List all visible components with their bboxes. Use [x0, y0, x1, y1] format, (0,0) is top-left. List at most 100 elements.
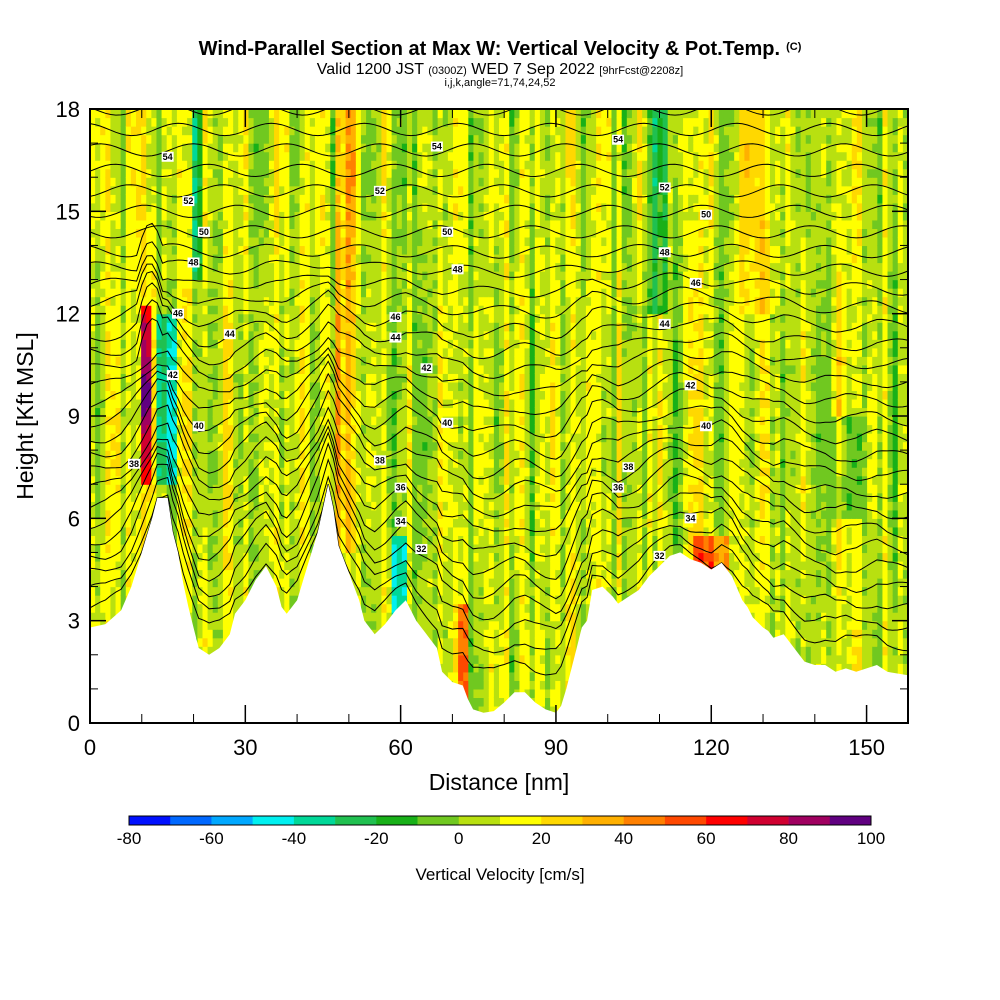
- field-cell: [222, 160, 229, 170]
- field-cell: [366, 271, 372, 281]
- field-cell: [228, 398, 234, 409]
- field-cell: [130, 364, 137, 374]
- field-cell: [136, 160, 142, 170]
- field-cell: [309, 330, 316, 340]
- field-cell: [427, 526, 434, 536]
- field-cell: [202, 501, 209, 511]
- field-cell: [146, 160, 152, 170]
- field-cell: [182, 160, 188, 170]
- field-cell: [355, 484, 362, 494]
- field-cell: [192, 305, 198, 315]
- field-cell: [371, 194, 377, 204]
- field-cell: [268, 117, 275, 127]
- field-cell: [381, 484, 388, 494]
- field-cell: [279, 433, 285, 443]
- field-cell: [381, 407, 388, 417]
- field-cell: [381, 381, 388, 392]
- field-cell: [309, 450, 316, 460]
- field-cell: [233, 535, 239, 545]
- field-cell: [355, 279, 362, 289]
- field-cell: [314, 347, 321, 357]
- field-cell: [243, 117, 250, 127]
- field-cell: [386, 330, 393, 340]
- field-cell: [294, 518, 301, 528]
- field-cell: [366, 578, 372, 588]
- field-cell: [432, 373, 439, 383]
- field-cell: [320, 424, 326, 434]
- field-cell: [243, 416, 250, 426]
- field-cell: [187, 407, 193, 417]
- field-cell: [381, 603, 388, 613]
- field-cell: [243, 305, 250, 315]
- field-cell: [110, 305, 117, 315]
- field-cell: [176, 151, 183, 161]
- field-cell: [100, 501, 106, 511]
- field-cell: [151, 492, 158, 502]
- field-cell: [279, 330, 285, 340]
- field-cell: [340, 126, 347, 136]
- field-cell: [202, 637, 209, 647]
- field-cell: [166, 313, 173, 323]
- field-cell: [105, 441, 112, 451]
- field-cell: [437, 262, 444, 272]
- field-cell: [90, 347, 96, 357]
- field-cell: [110, 595, 117, 605]
- field-cell: [233, 143, 239, 153]
- field-cell: [417, 560, 423, 571]
- copyright-mark: (C): [786, 41, 802, 53]
- field-cell: [335, 202, 342, 212]
- field-cell: [105, 595, 112, 605]
- field-cell: [406, 569, 413, 579]
- field-cell: [330, 245, 336, 255]
- field-cell: [396, 177, 403, 187]
- field-cell: [125, 475, 132, 485]
- field-cell: [171, 475, 178, 485]
- field-cell: [263, 492, 270, 502]
- field-cell: [130, 168, 137, 178]
- field-cell: [136, 381, 142, 392]
- field-cell: [289, 586, 296, 596]
- field-cell: [366, 450, 372, 460]
- field-cell: [391, 475, 398, 485]
- field-cell: [238, 305, 244, 315]
- field-cell: [412, 177, 418, 187]
- field-cell: [136, 194, 142, 204]
- field-cell: [125, 219, 132, 229]
- field-cell: [391, 492, 398, 502]
- field-cell: [432, 586, 439, 596]
- field-cell: [268, 109, 275, 119]
- field-cell: [253, 194, 260, 204]
- field-cell: [238, 330, 244, 340]
- field-cell: [376, 279, 383, 289]
- field-cell: [437, 518, 444, 528]
- field-cell: [350, 168, 357, 178]
- field-cell: [355, 202, 362, 212]
- field-cell: [202, 245, 209, 255]
- field-cell: [309, 194, 316, 204]
- field-cell: [100, 450, 106, 460]
- field-cell: [437, 416, 444, 426]
- field-cell: [427, 458, 434, 468]
- valid-utc: (0300Z): [428, 65, 467, 77]
- field-cell: [294, 271, 301, 281]
- field-cell: [141, 305, 147, 315]
- field-cell: [299, 117, 306, 127]
- field-cell: [141, 526, 147, 536]
- field-cell: [120, 339, 127, 349]
- field-cell: [309, 475, 316, 485]
- field-cell: [100, 202, 106, 212]
- field-cell: [110, 433, 117, 443]
- field-cell: [274, 330, 280, 340]
- field-cell: [406, 595, 413, 605]
- field-cell: [406, 364, 413, 374]
- field-cell: [314, 117, 321, 127]
- field-cell: [253, 236, 260, 247]
- field-cell: [376, 347, 383, 357]
- field-cell: [279, 467, 285, 477]
- field-cell: [396, 492, 403, 502]
- field-cell: [110, 484, 117, 494]
- field-cell: [146, 117, 152, 127]
- field-cell: [110, 271, 117, 281]
- field-cell: [376, 416, 383, 426]
- field-cell: [335, 356, 342, 366]
